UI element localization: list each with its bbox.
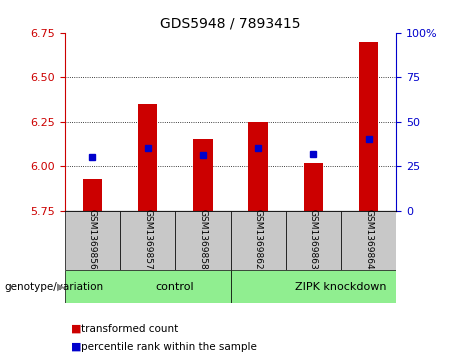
Text: GSM1369864: GSM1369864 bbox=[364, 209, 373, 270]
Bar bbox=[230, 211, 286, 270]
Bar bbox=[286, 211, 341, 270]
Text: GSM1369857: GSM1369857 bbox=[143, 209, 152, 270]
Bar bbox=[83, 179, 102, 211]
Bar bbox=[341, 211, 396, 270]
Text: ▶: ▶ bbox=[57, 282, 64, 292]
Bar bbox=[230, 270, 396, 303]
Bar bbox=[359, 41, 378, 211]
Text: control: control bbox=[156, 282, 195, 292]
Bar bbox=[304, 163, 323, 211]
Bar bbox=[65, 270, 230, 303]
Bar bbox=[175, 211, 230, 270]
Bar bbox=[248, 122, 268, 211]
Text: ■: ■ bbox=[71, 323, 82, 334]
Bar bbox=[120, 211, 175, 270]
Title: GDS5948 / 7893415: GDS5948 / 7893415 bbox=[160, 16, 301, 30]
Bar bbox=[65, 211, 120, 270]
Text: GSM1369856: GSM1369856 bbox=[88, 209, 97, 270]
Text: GSM1369862: GSM1369862 bbox=[254, 209, 263, 270]
Text: GSM1369863: GSM1369863 bbox=[309, 209, 318, 270]
Text: GSM1369858: GSM1369858 bbox=[198, 209, 207, 270]
Text: genotype/variation: genotype/variation bbox=[5, 282, 104, 292]
Bar bbox=[193, 139, 213, 211]
Text: transformed count: transformed count bbox=[81, 323, 178, 334]
Text: percentile rank within the sample: percentile rank within the sample bbox=[81, 342, 257, 352]
Text: ZIPK knockdown: ZIPK knockdown bbox=[296, 282, 387, 292]
Text: ■: ■ bbox=[71, 342, 82, 352]
Bar bbox=[138, 104, 157, 211]
